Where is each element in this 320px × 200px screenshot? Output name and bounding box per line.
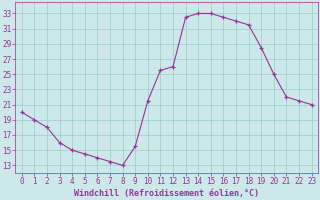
X-axis label: Windchill (Refroidissement éolien,°C): Windchill (Refroidissement éolien,°C) bbox=[74, 189, 259, 198]
